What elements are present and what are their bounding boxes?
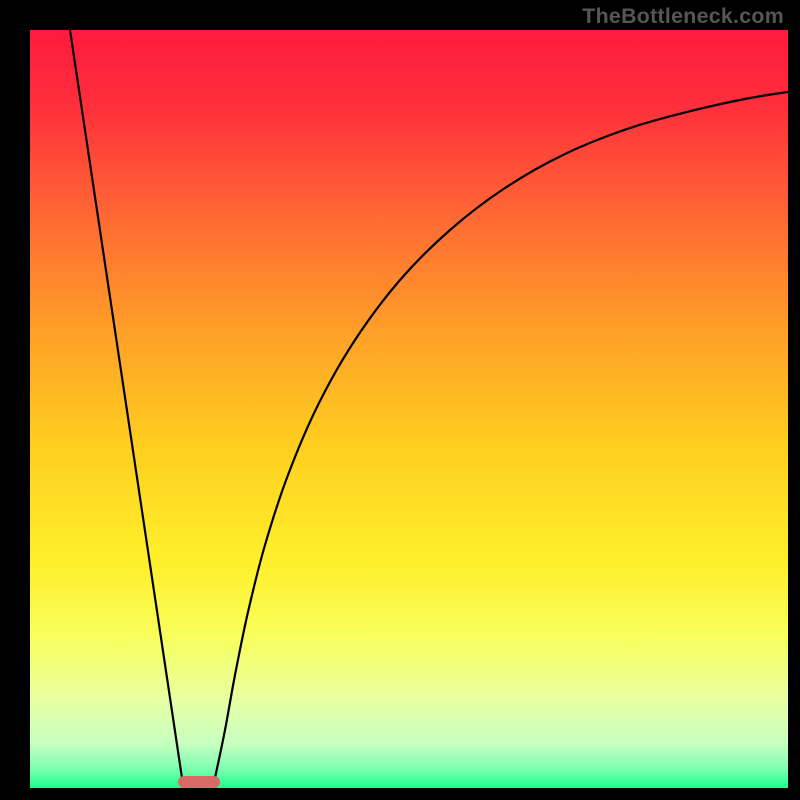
border-left <box>0 0 30 800</box>
plot-area <box>30 30 788 788</box>
optimum-marker <box>178 776 220 788</box>
bottleneck-curve <box>30 30 788 788</box>
chart-container: TheBottleneck.com <box>0 0 800 800</box>
border-right <box>788 0 800 800</box>
border-bottom <box>0 788 800 800</box>
watermark-text: TheBottleneck.com <box>582 4 784 29</box>
